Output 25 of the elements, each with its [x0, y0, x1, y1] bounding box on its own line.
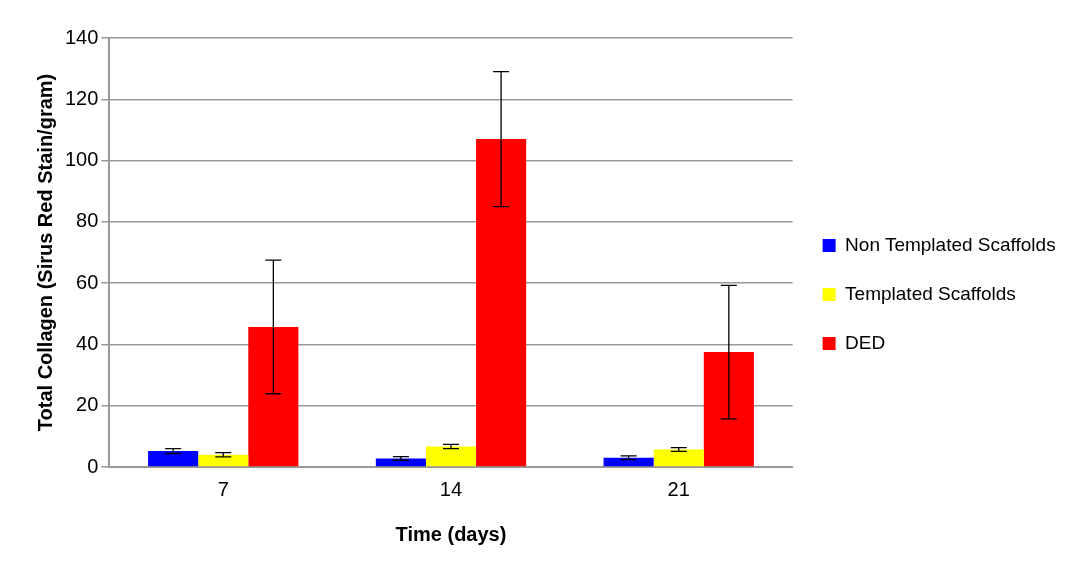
- bar: [653, 449, 704, 467]
- x-axis-title: Time (days): [395, 522, 507, 545]
- bar: [148, 451, 199, 467]
- legend-label: DED: [845, 331, 886, 353]
- bar: [603, 457, 654, 467]
- y-tick-label: 60: [76, 270, 99, 293]
- y-tick-label: 140: [64, 25, 99, 48]
- bar: [425, 446, 477, 467]
- y-tick-label: 80: [76, 209, 99, 232]
- bar: [375, 458, 426, 467]
- x-tick-label: 14: [439, 477, 463, 500]
- y-tick-label: 100: [64, 148, 99, 171]
- y-axis-title: Total Collagen (Sirus Red Stain/gram): [33, 73, 56, 432]
- x-tick-label: 21: [667, 477, 690, 500]
- x-tick-label: 7: [217, 477, 229, 500]
- legend-label: Templated Scaffolds: [845, 282, 1016, 304]
- y-tick-label: 40: [76, 331, 99, 354]
- y-tick-label: 120: [64, 86, 99, 109]
- legend-label: Non Templated Scaffolds: [845, 233, 1056, 255]
- bar: [703, 352, 754, 467]
- bar: [198, 454, 249, 467]
- y-tick-label: 20: [76, 393, 99, 416]
- bar: [476, 139, 527, 467]
- y-tick-label: 0: [87, 454, 99, 477]
- bar: [248, 326, 299, 467]
